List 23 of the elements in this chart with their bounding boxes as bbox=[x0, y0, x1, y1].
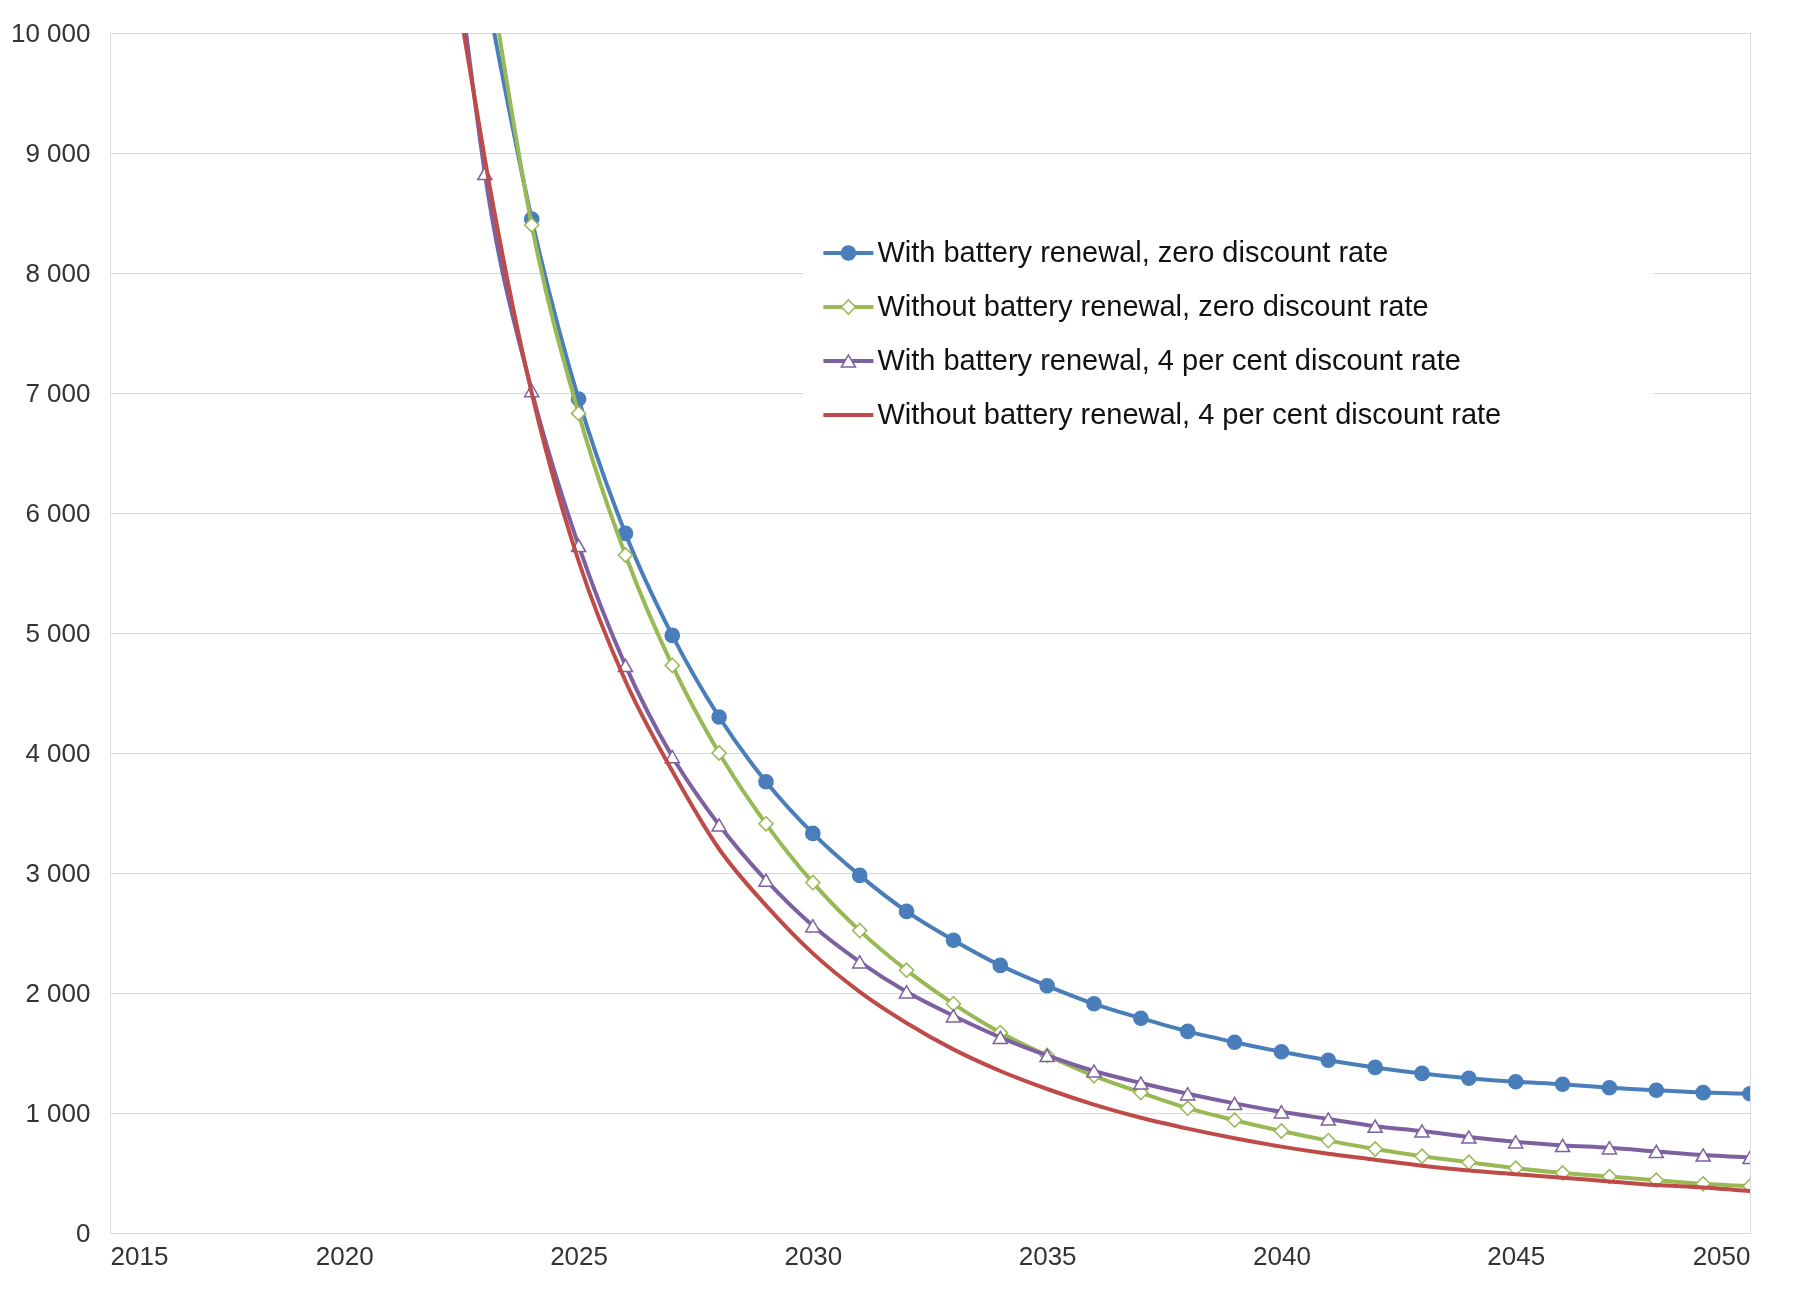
x-tick-label: 2015 bbox=[110, 1240, 169, 1271]
y-tick-label: 7 000 bbox=[25, 377, 91, 408]
x-tick-label: 2040 bbox=[1253, 1240, 1311, 1271]
legend-label: With battery renewal, 4 per cent discount rate bbox=[877, 344, 1461, 376]
legend-label: Without battery renewal, zero discount rate bbox=[877, 290, 1429, 322]
y-tick-label: 3 000 bbox=[25, 857, 91, 888]
y-tick-label: 10 000 bbox=[10, 17, 91, 48]
y-tick-label: 9 000 bbox=[25, 137, 91, 168]
x-tick-label: 2025 bbox=[550, 1240, 608, 1271]
x-tick-label: 2050 bbox=[1692, 1240, 1751, 1271]
y-tick-label: 6 000 bbox=[25, 497, 91, 528]
x-tick-label: 2035 bbox=[1018, 1240, 1077, 1271]
y-tick-label: 5 000 bbox=[25, 617, 91, 648]
y-tick-label: 0 bbox=[76, 1217, 91, 1248]
x-tick-label: 2030 bbox=[784, 1240, 843, 1271]
x-tick-label: 2020 bbox=[315, 1240, 374, 1271]
legend-label: With battery renewal, zero discount rate bbox=[877, 236, 1389, 268]
legend-label: Without battery renewal, 4 per cent discount rate bbox=[877, 398, 1502, 430]
y-tick-label: 8 000 bbox=[25, 257, 91, 288]
y-tick-label: 4 000 bbox=[25, 737, 91, 768]
y-tick-label: 1 000 bbox=[25, 1097, 91, 1128]
x-tick-label: 2045 bbox=[1487, 1240, 1546, 1271]
y-tick-label: 2 000 bbox=[25, 977, 91, 1008]
